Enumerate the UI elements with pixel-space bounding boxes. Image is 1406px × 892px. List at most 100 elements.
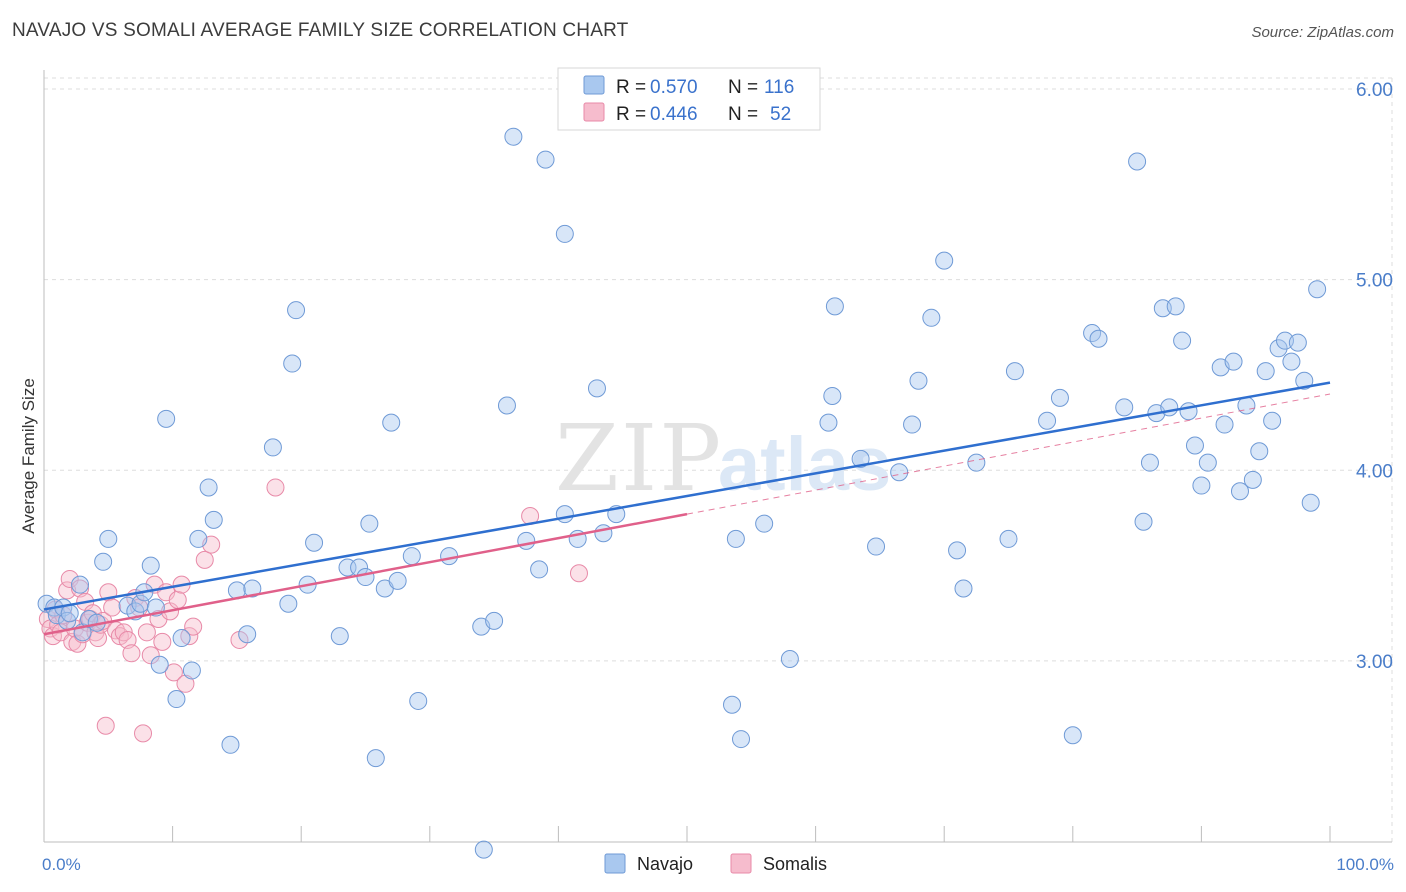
navajo-point: [150, 655, 169, 674]
navajo-n-value: 116: [764, 77, 794, 98]
y-tick-label-1: 4.00: [1356, 461, 1393, 482]
navajo-point: [409, 691, 428, 710]
y-tick-labels: 3.00 4.00 5.00 6.00: [1356, 80, 1393, 673]
somali-point: [184, 617, 203, 636]
navajo-r-value: 0.570: [650, 77, 698, 98]
navajo-point: [948, 541, 967, 560]
navajo-point: [99, 529, 118, 548]
navajo-point: [382, 413, 401, 432]
stats-legend: R = 0.570 N = 116 R = 0.446 N = 52: [557, 67, 821, 131]
navajo-point: [504, 127, 523, 146]
somali-r-value: 0.446: [650, 104, 698, 125]
navajo-point: [167, 690, 186, 709]
navajo-point: [305, 533, 324, 552]
navajo-point: [157, 409, 176, 428]
navajo-point: [1038, 411, 1057, 430]
navajo-point: [366, 749, 385, 768]
navajo-point: [131, 594, 150, 613]
navajo-point: [238, 625, 257, 644]
navajo-point: [1063, 726, 1082, 745]
navajo-point: [1243, 470, 1262, 489]
watermark-zip: ZIP: [555, 405, 723, 512]
navajo-point: [1215, 415, 1234, 434]
somali-point: [68, 634, 87, 653]
y-tick-label-2: 5.00: [1356, 271, 1393, 292]
x-tick-labels: 0.0% 100.0%: [42, 855, 1394, 874]
series-legend: Navajo Somalis: [604, 853, 827, 874]
navajo-point: [1005, 362, 1024, 381]
navajo-point: [999, 529, 1018, 548]
trend-lines: [43, 381, 1331, 636]
navajo-point: [1192, 476, 1211, 495]
navajo-point: [1308, 280, 1327, 299]
navajo-point: [723, 695, 742, 714]
navajo-point: [330, 627, 349, 646]
navajo-point: [71, 575, 90, 594]
navajo-point: [909, 371, 928, 390]
navajo-point: [287, 301, 306, 320]
navajo-point: [388, 571, 407, 590]
navajo-point: [60, 604, 79, 623]
navajo-point: [1140, 453, 1159, 472]
navajo-point: [279, 594, 298, 613]
navajo-point: [1301, 493, 1320, 512]
navajo-point: [594, 524, 613, 543]
navajo-point: [517, 531, 536, 550]
navajo-point: [1263, 411, 1282, 430]
navajo-point: [823, 386, 842, 405]
somali-trend-line: [43, 512, 688, 636]
navajo-point: [732, 730, 751, 749]
navajo-r-label: R =: [616, 77, 646, 98]
navajo-point: [1185, 436, 1204, 455]
somali-legend-swatch: [583, 102, 605, 122]
somali-point: [266, 478, 285, 497]
navajo-point: [199, 478, 218, 497]
y-tick-label-0: 3.00: [1356, 652, 1393, 673]
navajo-point: [189, 529, 208, 548]
navajo-point: [1160, 398, 1179, 417]
somali-point: [180, 627, 199, 646]
navajo-point: [903, 415, 922, 434]
navajo-point: [1269, 339, 1288, 358]
somali-point: [195, 550, 214, 569]
navajo-point: [1050, 388, 1069, 407]
navajo-point: [1295, 371, 1314, 390]
navajo-point: [1250, 442, 1269, 461]
navajo-point: [263, 438, 282, 457]
navajo-point: [440, 547, 459, 566]
somali-point: [569, 564, 588, 583]
somali-point: [71, 579, 90, 598]
navajo-point: [954, 579, 973, 598]
source-label: Source: ZipAtlas.com: [1251, 24, 1394, 41]
navajo-point: [530, 560, 549, 579]
somali-bottom-swatch: [730, 853, 752, 874]
navajo-point: [283, 354, 302, 373]
navajo-n-label: N =: [728, 77, 758, 98]
navajo-point: [819, 413, 838, 432]
navajo-point: [1288, 333, 1307, 352]
axes: [43, 70, 1392, 843]
navajo-point: [243, 579, 262, 598]
navajo-point: [780, 650, 799, 669]
navajo-point: [141, 556, 160, 575]
navajo-point: [1089, 329, 1108, 348]
navajo-point: [967, 453, 986, 472]
somali-point: [141, 646, 160, 665]
navajo-point: [851, 449, 870, 468]
navajo-point: [182, 661, 201, 680]
somali-point: [137, 623, 156, 642]
navajo-point: [172, 629, 191, 648]
navajo-point: [1128, 152, 1147, 171]
navajo-point: [1198, 453, 1217, 472]
somali-point: [153, 632, 172, 651]
navajo-point: [497, 396, 516, 415]
navajo-point: [755, 514, 774, 533]
watermark: ZIP atlas: [555, 405, 891, 512]
somali-bottom-label: Somalis: [763, 854, 827, 874]
navajo-point: [867, 537, 886, 556]
navajo-point: [402, 547, 421, 566]
navajo-point: [1256, 362, 1275, 381]
x-tick-label-0: 0.0%: [42, 855, 81, 874]
navajo-bottom-swatch: [604, 853, 626, 874]
somali-n-label: N =: [728, 104, 758, 125]
